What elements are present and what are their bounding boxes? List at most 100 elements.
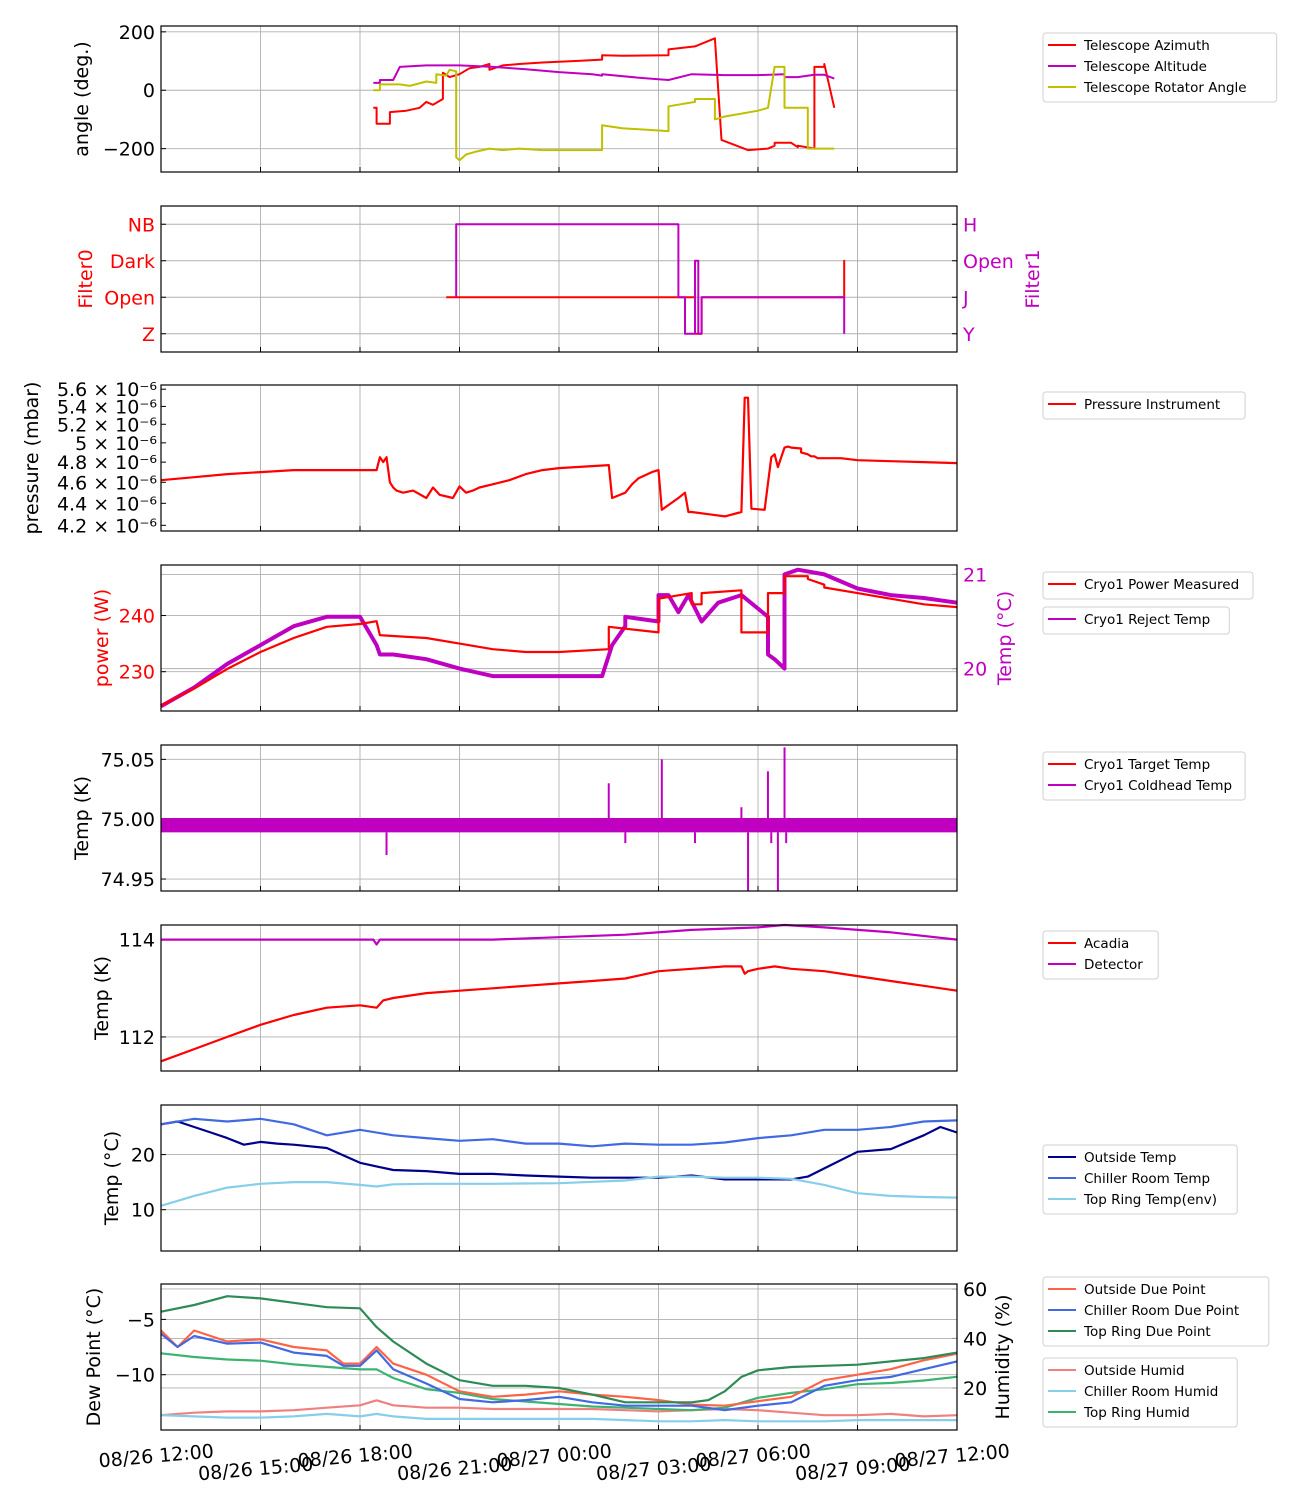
y-tick-label: −200: [103, 139, 155, 161]
panel-acadia_detector: 112 114 Temp (K) Acadia Detector: [91, 923, 1159, 1072]
series-line-filter1: [455, 223, 846, 335]
coldhead-noise-band: [161, 818, 957, 833]
legend-label: Detector: [1084, 957, 1143, 973]
y-tick-label: 4.2 × 10⁻⁶: [57, 515, 157, 537]
series-line-detector: [161, 923, 958, 946]
legend: Pressure Instrument: [1042, 391, 1246, 420]
legend: Outside Humid Chiller Room Humid Top Ring …: [1042, 1357, 1238, 1428]
y-tick-label: 20: [131, 1145, 155, 1167]
legend-frame: [1042, 32, 1278, 103]
y-tick-label: 5.6 × 10⁻⁶: [57, 379, 157, 401]
y-tick-label-right: 20: [963, 1378, 987, 1400]
y-tick-label-right: 40: [963, 1328, 987, 1350]
axes-frame: [160, 205, 958, 353]
y-tick-label-right: H: [963, 214, 977, 236]
legend-label: Top Ring Humid: [1083, 1405, 1190, 1421]
legend-frame: [1042, 1276, 1270, 1347]
legend-label: Pressure Instrument: [1084, 397, 1220, 413]
y-tick-label: 4.4 × 10⁻⁶: [57, 493, 157, 515]
legend: Cryo1 Target Temp Cryo1 Coldhead Temp: [1042, 751, 1246, 801]
y-axis-label: power (W): [91, 589, 113, 687]
panel-dewpoint_humidity: −10 −5 20 40 60 Dew Point (°C) Humidity (%) Out…: [83, 1276, 1270, 1431]
panel-cryo_temps: 74.95 75.00 75.05 Temp (K) Cryo1 Target Temp…: [71, 744, 1246, 892]
axes-frame: [160, 1283, 958, 1431]
series-line-outside-humid: [160, 1399, 958, 1418]
series-line-outside-temp: [160, 1120, 958, 1181]
y-tick-label: 112: [119, 1027, 155, 1049]
legend-frame: [1042, 1357, 1238, 1428]
y-axis-label: pressure (mbar): [21, 382, 43, 535]
legend-label: Cryo1 Reject Temp: [1084, 612, 1210, 628]
series-line-chiller-room-due-point: [160, 1332, 958, 1412]
series-line-telescope-azimuth: [373, 37, 836, 152]
y-axis-label: Filter0: [75, 249, 97, 308]
legend-label: Chiller Room Humid: [1084, 1384, 1218, 1400]
series-line-acadia: [160, 965, 958, 1063]
y-tick-label: −10: [115, 1365, 155, 1387]
y-tick-label: 230: [119, 662, 155, 684]
legend-label: Telescope Altitude: [1083, 59, 1207, 75]
legend: Telescope Azimuth Telescope Altitude Teles…: [1042, 32, 1278, 103]
legend-label: Chiller Room Due Point: [1084, 1303, 1239, 1319]
panel-filters: Z Open Dark NB YJ Open H Filter0 Filter1: [75, 205, 1044, 353]
y-tick-label-right: Open: [963, 251, 1014, 273]
y-axis-label: Temp (K): [91, 956, 113, 1041]
y-tick-label-right: 60: [963, 1279, 987, 1301]
y-tick-label-right: J: [962, 287, 969, 309]
legend-label: Top Ring Temp(env): [1083, 1192, 1217, 1208]
series-line-top-ring-humid: [160, 1352, 958, 1412]
series-line-top-ring-due-point: [160, 1295, 958, 1404]
axes-frame: [160, 564, 958, 712]
legend-frame: [1042, 571, 1254, 600]
series-line-chiller-room-humid: [160, 1412, 957, 1423]
legend: Outside Due Point Chiller Room Due Point T…: [1042, 1276, 1270, 1347]
y-tick-label: 5.4 × 10⁻⁶: [57, 396, 157, 418]
y-tick-label: 75.00: [101, 809, 155, 831]
legend-label: Cryo1 Target Temp: [1084, 757, 1210, 773]
y-tick-label: Open: [104, 287, 155, 309]
y-tick-label-right: 20: [963, 659, 987, 681]
legend-label: Telescope Azimuth: [1083, 38, 1210, 54]
y-tick-label: 0: [143, 80, 155, 102]
legend-label: Outside Temp: [1084, 1150, 1176, 1166]
legend-frame: [1042, 606, 1230, 635]
legend-frame: [1042, 391, 1246, 420]
y-tick-label: 74.95: [101, 869, 155, 891]
y-axis-label: Dew Point (°C): [83, 1288, 105, 1427]
y-axis-label: Temp (K): [71, 776, 93, 861]
y-axis-label-right: Humidity (%): [992, 1294, 1014, 1419]
y-axis-label: Temp (°C): [101, 1131, 123, 1226]
legend-frame: [1042, 751, 1246, 801]
y-axis-label-right: Temp (°C): [994, 591, 1016, 686]
panel-pressure: 4.2 × 10⁻⁶4.4 × 10⁻⁶4.6 × 10⁻⁶4.8 × 10⁻⁶…: [21, 379, 1246, 537]
series-line-telescope-altitude: [373, 64, 835, 84]
series-line-pressure-instrument: [160, 396, 958, 518]
y-tick-label: NB: [128, 214, 155, 236]
legends: Cryo1 Power Measured Cryo1 Reject Temp: [1042, 571, 1254, 635]
y-tick-label: 4.6 × 10⁻⁶: [57, 472, 157, 494]
legend-label: Telescope Rotator Angle: [1083, 80, 1247, 96]
y-tick-label: Dark: [110, 251, 155, 273]
legend-label: Outside Humid: [1084, 1363, 1185, 1379]
series-line-chiller-room-temp: [160, 1117, 958, 1148]
y-tick-label: −5: [127, 1309, 155, 1331]
y-tick-label: 114: [119, 930, 155, 952]
y-tick-label: 4.8 × 10⁻⁶: [57, 452, 157, 474]
series-line-top-ring-temp-env-: [160, 1175, 958, 1207]
y-tick-label-right: 21: [963, 564, 987, 586]
y-tick-label: 5 × 10⁻⁶: [75, 433, 157, 455]
panel-env_temps: 10 20 Temp (°C) Outside Temp Chiller Room Te…: [101, 1104, 1238, 1252]
y-tick-label: 5.2 × 10⁻⁶: [57, 414, 157, 436]
x-tick-label: 08/27 12:00: [894, 1440, 1011, 1472]
legend-label: Top Ring Due Point: [1083, 1324, 1211, 1340]
series-line-cryo1-power-measured: [160, 575, 958, 707]
y-axis-label: angle (deg.): [71, 41, 93, 156]
legend-label: Cryo1 Coldhead Temp: [1084, 778, 1232, 794]
y-tick-label: Z: [142, 324, 155, 346]
axes-frame: [160, 744, 958, 892]
y-tick-label: 10: [131, 1200, 155, 1222]
y-tick-label: 200: [119, 22, 155, 44]
y-tick-label-right: Y: [962, 324, 975, 346]
